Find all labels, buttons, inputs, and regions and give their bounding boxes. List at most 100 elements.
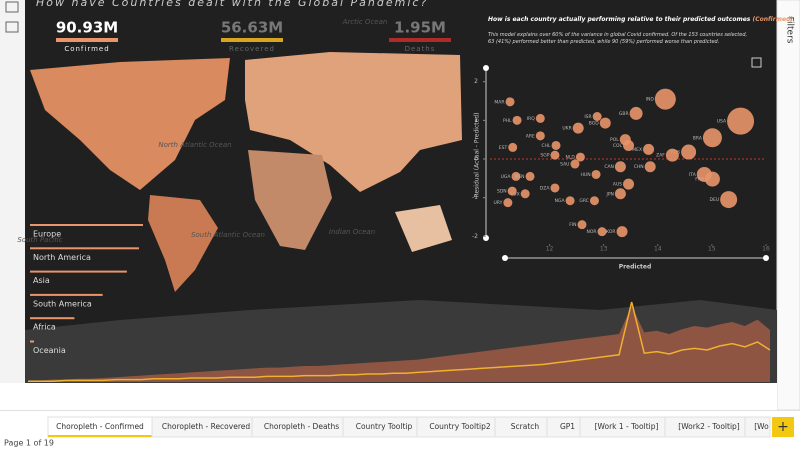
country-bubble[interactable]: [511, 171, 521, 181]
region-label[interactable]: South America: [33, 299, 92, 308]
country-label: POL: [610, 137, 619, 143]
country-bubble[interactable]: [570, 159, 580, 169]
north-america[interactable]: [30, 58, 230, 190]
world-map: [25, 52, 777, 383]
region-bar[interactable]: [30, 224, 143, 226]
country-bubble[interactable]: [591, 169, 601, 179]
tab-label[interactable]: Choropleth - Confirmed: [56, 422, 144, 431]
y-axis-label: Residual (Actual - Predicted): [474, 113, 481, 198]
region-bar[interactable]: [30, 317, 75, 320]
region-label[interactable]: Europe: [33, 230, 61, 239]
country-bubble[interactable]: [727, 107, 755, 135]
country-bubble[interactable]: [619, 134, 631, 146]
country-bubble[interactable]: [512, 115, 522, 125]
country-bubble[interactable]: [535, 131, 545, 141]
tab-label[interactable]: GP1: [560, 422, 575, 431]
eurasia[interactable]: [245, 52, 462, 192]
country-bubble[interactable]: [520, 189, 530, 199]
country-bubble[interactable]: [525, 171, 535, 181]
gap: [0, 383, 777, 410]
region-bar[interactable]: [30, 270, 127, 273]
scatter-subtitle: This model explains over 60% of the vari…: [488, 32, 747, 45]
country-bubble[interactable]: [614, 161, 626, 173]
kpi-label: Confirmed: [64, 45, 109, 53]
country-bubble[interactable]: [592, 112, 602, 121]
region-label[interactable]: Oceania: [33, 346, 66, 355]
country-bubble[interactable]: [599, 117, 611, 129]
africa[interactable]: [248, 150, 332, 250]
country-bubble[interactable]: [575, 152, 585, 162]
country-bubble[interactable]: [665, 148, 679, 162]
kpi-value: 90.93M: [56, 19, 118, 37]
country-bubble[interactable]: [614, 188, 626, 200]
country-bubble[interactable]: [681, 144, 697, 160]
tab-label[interactable]: Country Tooltip: [356, 422, 413, 431]
country-bubble[interactable]: [702, 128, 722, 148]
tab-label[interactable]: Scratch: [511, 422, 540, 431]
country-label: GBR: [619, 111, 629, 117]
add-page-plus[interactable]: +: [777, 419, 789, 435]
country-bubble[interactable]: [503, 198, 513, 208]
page-info: Page 1 of 19: [4, 439, 54, 448]
country-bubble[interactable]: [551, 140, 561, 150]
country-label: PHL: [503, 118, 512, 124]
report-icon[interactable]: [5, 1, 19, 13]
visual-icon[interactable]: [751, 57, 762, 68]
country-bubble[interactable]: [643, 143, 655, 155]
south-america[interactable]: [148, 195, 218, 292]
country-bubble[interactable]: [629, 106, 643, 120]
title-part: How is each country actually performing …: [488, 16, 752, 23]
country-bubble[interactable]: [550, 150, 560, 160]
country-bubble[interactable]: [550, 183, 560, 193]
country-bubble[interactable]: [704, 171, 720, 187]
country-bubble[interactable]: [577, 220, 587, 230]
kpi-label: Deaths: [405, 45, 436, 53]
data-icon[interactable]: [5, 21, 19, 33]
add-page[interactable]: [772, 417, 794, 437]
country-bubble[interactable]: [644, 161, 656, 173]
region-bar[interactable]: [30, 247, 139, 250]
tab-label[interactable]: Choropleth - Recovered: [162, 422, 250, 431]
page-tab[interactable]: [744, 416, 771, 438]
australia[interactable]: [395, 205, 452, 252]
country-bubble[interactable]: [507, 186, 517, 196]
country-bubble[interactable]: [720, 191, 738, 209]
country-label: ARE: [526, 133, 535, 139]
country-label: ISR: [584, 114, 591, 120]
region-label[interactable]: North America: [33, 253, 91, 262]
country-bubble[interactable]: [597, 227, 607, 237]
country-label: FRA: [695, 177, 705, 183]
kpi-label: Recovered: [229, 45, 275, 53]
region-bar[interactable]: [30, 340, 35, 343]
tab-label[interactable]: Choropleth - Deaths: [264, 422, 339, 431]
kpi-value: 56.63M: [221, 19, 283, 37]
country-bubble[interactable]: [505, 97, 515, 107]
region-label[interactable]: Africa: [33, 323, 56, 332]
tab-label[interactable]: [Work 1 - Tooltip]: [595, 422, 659, 431]
tab-label[interactable]: [Wo: [754, 422, 769, 431]
country-bubble[interactable]: [535, 113, 545, 123]
country-label: BRA: [693, 135, 703, 141]
country-bubble[interactable]: [589, 196, 599, 206]
tab-label[interactable]: [Work2 - Tooltip]: [678, 422, 740, 431]
country-bubble[interactable]: [623, 178, 635, 190]
country-label: ZAF: [656, 153, 665, 159]
x-tick-label: 15: [708, 246, 716, 253]
slider-handle[interactable]: [502, 255, 508, 261]
slider-handle[interactable]: [483, 65, 489, 71]
x-axis-label: Predicted: [619, 264, 652, 271]
y-tick-label: -1: [472, 194, 478, 201]
filters-pane[interactable]: [776, 0, 800, 411]
tab-label[interactable]: Country Tooltip2: [429, 422, 491, 431]
slider-handle[interactable]: [763, 255, 769, 261]
country-bubble[interactable]: [654, 88, 676, 110]
country-bubble[interactable]: [565, 196, 575, 206]
country-bubble[interactable]: [616, 226, 628, 238]
region-bar[interactable]: [30, 293, 103, 296]
country-bubble[interactable]: [508, 142, 518, 152]
country-label: MEX: [632, 147, 642, 153]
filters-label[interactable]: Filters: [785, 17, 795, 44]
region-label[interactable]: Asia: [33, 276, 50, 285]
country-bubble[interactable]: [572, 122, 584, 134]
country-label: HUN: [581, 172, 591, 178]
